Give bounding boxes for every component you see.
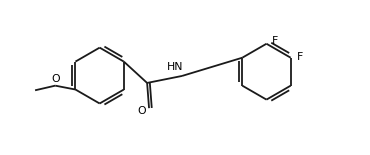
Text: O: O xyxy=(138,106,147,116)
Text: O: O xyxy=(51,74,60,84)
Text: F: F xyxy=(272,36,278,46)
Text: F: F xyxy=(297,52,303,62)
Text: HN: HN xyxy=(167,62,183,72)
